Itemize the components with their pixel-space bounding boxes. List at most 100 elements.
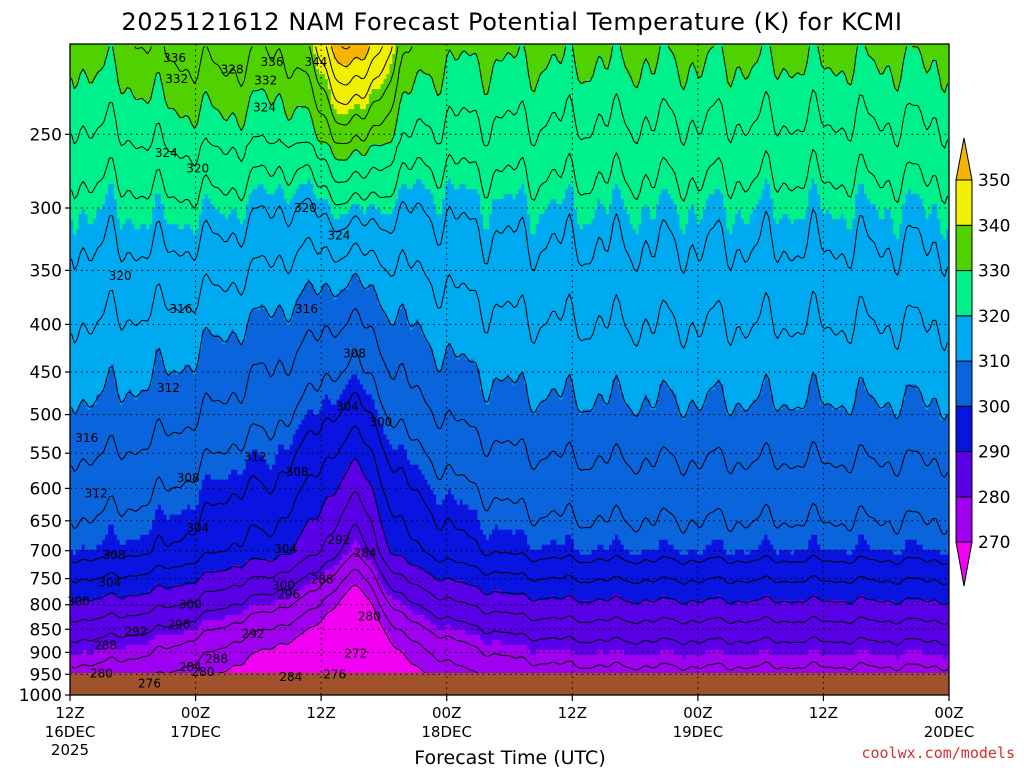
band-cell [491,49,496,55]
band-cell [96,44,100,50]
band-cell [620,44,625,50]
band-cell [99,44,103,50]
band-cell [348,59,352,65]
band-cell [275,44,279,50]
band-cell [237,44,241,50]
band-cell [568,49,572,55]
band-cell [647,54,651,60]
band-cell [433,59,437,65]
band-cell [553,69,557,75]
band-cell [503,74,508,80]
band-cell [685,59,689,65]
band-cell [122,54,127,60]
band-cell [512,44,516,50]
band-cell [436,44,440,50]
band-cell [535,69,540,75]
band-cell [336,74,341,80]
band-cell [486,79,490,85]
band-cell [237,49,241,55]
band-cell [430,49,434,55]
band-cell [497,44,502,50]
band-cell [553,64,557,70]
band-cell [111,59,115,65]
band-cell [90,54,95,60]
band-cell [635,74,640,80]
band-cell [861,59,865,65]
band-cell [266,79,270,85]
band-cell [166,79,171,85]
band-cell [213,69,218,75]
band-cell [166,44,171,50]
band-cell [875,44,880,50]
band-cell [699,69,704,75]
band-cell [679,64,683,70]
band-cell [899,69,903,75]
band-cell [272,59,276,65]
band-cell [521,44,525,50]
band-cell [398,44,402,50]
band-cell [421,59,426,65]
band-cell [799,49,804,55]
band-cell [471,59,475,65]
band-cell [380,49,385,55]
band-cell [796,64,801,70]
band-cell [773,44,777,50]
band-cell [374,44,379,50]
band-cell [899,54,903,60]
band-cell [275,54,279,60]
band-cell [447,64,452,70]
band-cell [597,64,601,70]
band-cell [512,64,516,70]
band-cell [239,59,244,65]
band-cell [779,49,783,55]
band-cell [93,54,97,60]
band-cell [940,49,944,55]
band-cell [506,74,511,80]
band-cell [239,74,244,80]
band-cell [371,79,376,85]
band-cell [471,44,475,50]
band-cell [272,74,276,80]
band-cell [661,59,666,65]
band-cell [462,74,467,80]
band-cell [178,44,182,50]
band-cell [752,54,757,60]
band-cell [623,49,628,55]
band-cell [231,79,235,85]
band-cell [295,69,300,75]
band-cell [465,79,470,85]
band-cell [433,54,437,60]
band-cell [603,64,607,70]
band-cell [272,49,276,55]
band-cell [421,54,426,60]
band-cell [784,64,789,70]
band-cell [184,64,188,70]
band-cell [316,44,320,50]
band-cell [143,59,147,65]
band-cell [591,64,596,70]
band-cell [535,49,540,55]
band-cell [301,64,305,70]
band-cell [75,74,80,80]
band-cell [626,74,631,80]
band-cell [377,59,382,65]
band-cell [128,44,133,50]
band-cell [509,49,514,55]
band-cell [275,64,279,70]
band-cell [500,59,505,65]
band-cell [638,44,642,50]
band-cell [368,79,373,85]
band-cell [360,49,364,55]
band-cell [465,54,470,60]
band-cell [699,49,704,55]
band-cell [638,69,642,75]
band-cell [404,69,408,75]
band-cell [99,64,103,70]
band-cell [462,59,467,65]
band-cell [887,54,891,60]
band-cell [530,59,534,65]
band-cell [603,79,607,85]
band-cell [365,59,370,65]
band-cell [884,69,889,75]
band-cell [919,49,924,55]
